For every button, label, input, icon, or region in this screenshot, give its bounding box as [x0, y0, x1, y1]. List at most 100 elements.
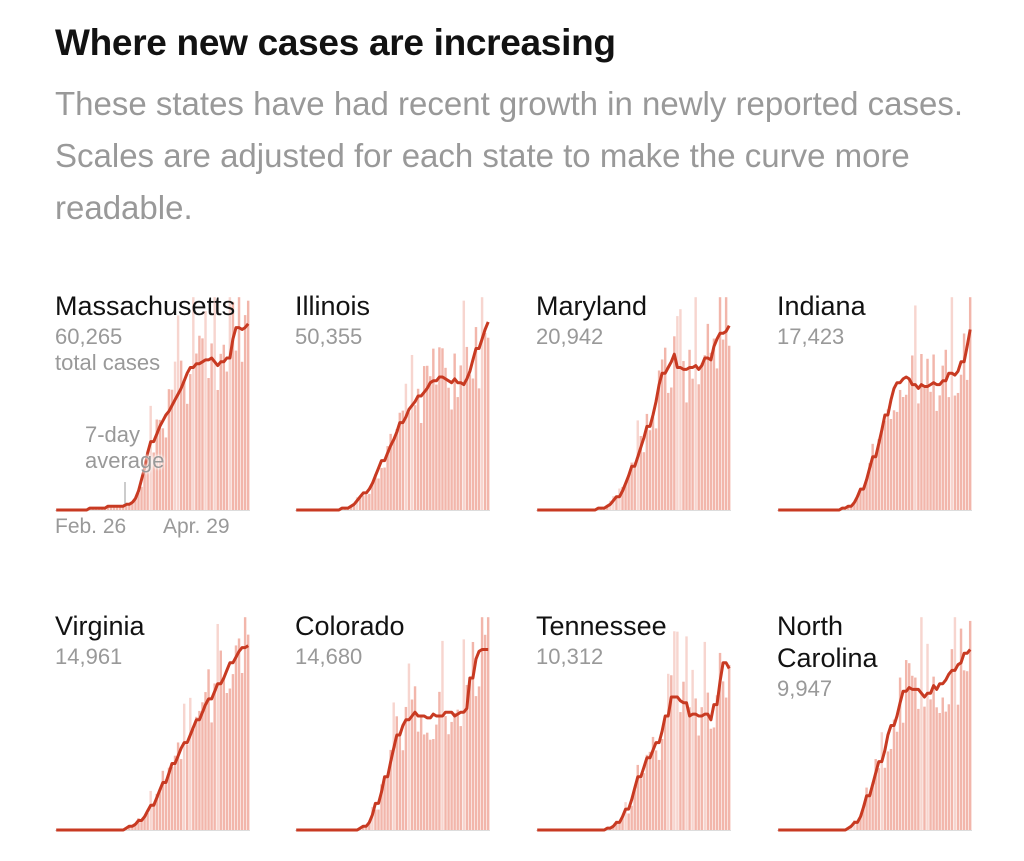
daily-bar	[853, 820, 856, 830]
daily-bar	[706, 323, 710, 510]
daily-bar	[694, 698, 697, 830]
state-name: Virginia	[55, 611, 145, 641]
daily-bar	[667, 392, 670, 510]
daily-bar	[383, 775, 386, 830]
daily-bar	[419, 422, 423, 510]
daily-bar	[374, 809, 377, 830]
daily-bar	[465, 684, 469, 830]
daily-bar	[234, 350, 238, 510]
x-label-end: Apr. 29	[163, 515, 230, 538]
daily-bar	[679, 309, 682, 510]
seven-day-average-line	[56, 322, 250, 512]
daily-bar	[618, 488, 621, 510]
daily-bar	[392, 439, 395, 510]
daily-bar	[453, 712, 456, 830]
daily-bar	[627, 474, 630, 510]
daily-bar	[709, 728, 713, 830]
daily-bar	[195, 716, 198, 830]
state-panel-massachusetts: Massachusetts 60,265 total cases 7-day aver…	[55, 290, 250, 538]
daily-bar	[231, 674, 235, 830]
total-cases: 17,423	[777, 324, 845, 349]
daily-bar	[149, 790, 152, 830]
daily-bar	[721, 339, 725, 510]
state-panel-north-carolina: North Carolina 9,947	[777, 610, 972, 840]
daily-bar	[146, 454, 149, 510]
daily-bar	[358, 496, 362, 510]
state-chart	[55, 617, 250, 832]
daily-bar	[398, 412, 402, 510]
state-chart	[777, 297, 972, 512]
daily-bar	[673, 631, 676, 830]
daily-bar	[131, 503, 134, 510]
daily-bar	[173, 361, 177, 510]
daily-bar	[724, 297, 728, 510]
daily-bar	[243, 315, 247, 510]
daily-bar	[462, 300, 466, 510]
state-panel-virginia: Virginia 14,961	[55, 610, 250, 840]
daily-bar	[389, 749, 392, 830]
seven-day-average-line	[56, 644, 249, 832]
daily-bar	[877, 439, 880, 510]
daily-bar	[486, 617, 490, 830]
daily-bar	[862, 490, 865, 510]
daily-bar	[914, 305, 917, 510]
daily-bar	[920, 354, 923, 510]
daily-bar	[176, 315, 180, 510]
daily-bar	[377, 478, 380, 510]
daily-bar	[182, 380, 186, 510]
daily-bar	[355, 497, 359, 510]
daily-bar	[419, 715, 423, 830]
daily-bar	[195, 353, 198, 510]
daily-bar	[477, 388, 481, 510]
daily-bar	[189, 697, 192, 830]
daily-bar	[134, 823, 137, 830]
state-panel-illinois: Illinois 50,355	[295, 290, 490, 520]
daily-bar	[368, 493, 371, 510]
daily-bar	[904, 394, 908, 510]
state-panel-colorado: Colorado 14,680	[295, 610, 490, 840]
daily-bar	[660, 359, 664, 510]
daily-bar	[386, 774, 389, 830]
daily-bar	[712, 727, 716, 830]
daily-bar	[935, 707, 938, 830]
daily-bar	[134, 498, 137, 510]
state-panel-maryland: Maryland 20,942	[536, 290, 731, 520]
daily-bar	[137, 493, 140, 510]
daily-bar	[965, 379, 969, 510]
daily-bar	[474, 327, 478, 510]
daily-bar	[917, 403, 920, 510]
total-cases: 14,961	[55, 644, 123, 669]
daily-bar	[663, 347, 667, 510]
daily-bar	[128, 504, 131, 510]
daily-bar	[682, 361, 685, 510]
daily-bar	[106, 506, 110, 510]
daily-bar	[612, 496, 615, 510]
daily-bar	[950, 297, 954, 510]
daily-bar	[874, 759, 877, 830]
daily-bar	[146, 813, 149, 830]
daily-bar	[871, 782, 874, 830]
daily-bar	[377, 809, 380, 830]
daily-bar	[645, 754, 649, 830]
daily-bar	[182, 703, 186, 830]
daily-bar	[706, 692, 710, 830]
daily-bar	[633, 789, 636, 830]
daily-bar	[615, 820, 618, 830]
daily-bar	[676, 631, 679, 830]
daily-bar	[682, 681, 685, 830]
daily-bar	[429, 376, 432, 510]
avg-annotation-line1: 7-day	[85, 422, 141, 447]
daily-bar	[167, 767, 171, 830]
daily-bar	[365, 826, 368, 830]
daily-bar	[468, 679, 472, 830]
daily-bar	[152, 802, 155, 830]
daily-bar	[697, 735, 700, 830]
daily-bar	[404, 706, 408, 830]
daily-bar	[883, 420, 887, 510]
daily-bar	[892, 719, 896, 830]
daily-bar	[929, 391, 932, 510]
daily-bar	[216, 623, 219, 830]
daily-bar	[874, 453, 877, 510]
state-chart	[536, 297, 731, 512]
state-name: Colorado	[295, 611, 405, 641]
